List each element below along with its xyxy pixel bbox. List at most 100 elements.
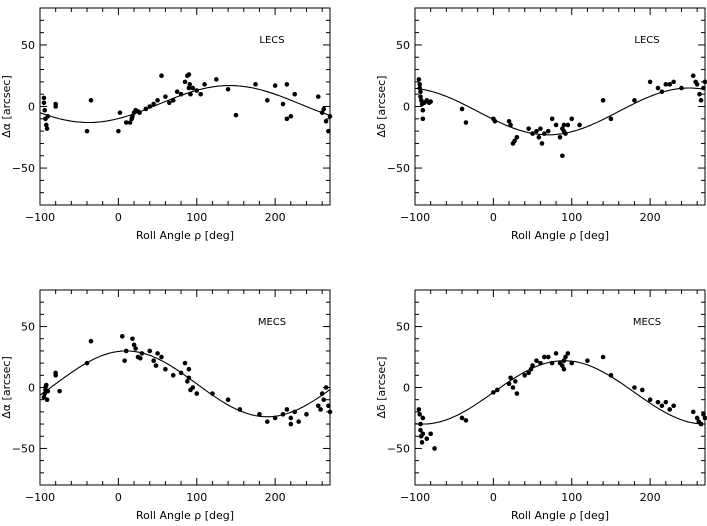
panel-label: LECS: [259, 35, 284, 46]
data-point: [42, 107, 48, 113]
data-point: [186, 375, 192, 381]
data-point: [288, 421, 294, 427]
data-point: [284, 407, 290, 412]
data-point: [659, 403, 665, 409]
data-point: [321, 106, 327, 112]
data-point: [186, 85, 192, 91]
y-tick-label: −50: [387, 162, 410, 175]
data-point: [655, 85, 661, 91]
plot-frame: [414, 289, 706, 486]
data-point: [557, 134, 563, 140]
y-axis-label: Δδ [arcsec]: [375, 76, 388, 138]
data-point: [549, 116, 555, 122]
data-point: [549, 360, 555, 366]
panel-label: MECS: [258, 317, 286, 328]
data-point: [647, 79, 653, 85]
data-point: [53, 370, 58, 376]
data-point: [463, 418, 469, 423]
data-point: [170, 98, 176, 103]
data-point: [561, 358, 567, 363]
data-point: [292, 91, 298, 97]
data-point: [284, 116, 290, 122]
data-point: [147, 104, 153, 109]
data-point: [514, 391, 520, 396]
data-point: [188, 91, 193, 97]
data-point: [560, 363, 565, 368]
data-point: [139, 351, 145, 356]
data-point: [655, 399, 661, 405]
data-point: [163, 94, 168, 99]
data-point: [565, 122, 571, 128]
data-point: [526, 126, 531, 131]
data-point: [534, 128, 539, 134]
data-point: [702, 415, 707, 421]
data-point: [639, 387, 645, 393]
data-point: [272, 83, 278, 88]
x-tick-label: 0: [490, 491, 497, 504]
panel-3: −100 0 100 200 −50 0 50 MECS Roll Angle ρ [deg] Δ…: [0, 289, 333, 522]
y-tick-label: −50: [12, 442, 35, 455]
data-point: [123, 348, 129, 354]
data-point: [122, 358, 127, 363]
data-point: [528, 366, 534, 372]
data-point: [428, 99, 433, 104]
data-point: [186, 366, 192, 372]
data-point: [565, 351, 571, 356]
data-point: [323, 385, 329, 390]
data-point: [561, 122, 567, 128]
data-point: [319, 391, 325, 396]
data-point: [418, 421, 423, 427]
data-point: [190, 385, 196, 390]
data-point: [174, 89, 180, 95]
x-tick-label: −100: [400, 211, 430, 224]
data-point: [530, 131, 535, 136]
data-point: [44, 126, 50, 131]
data-point: [510, 385, 516, 390]
data-point: [419, 440, 425, 445]
data-point: [522, 373, 528, 378]
data-point: [185, 379, 190, 384]
data-point: [327, 409, 333, 415]
data-point: [44, 397, 50, 402]
plot-frame: [39, 7, 331, 206]
x-tick-label: 100: [561, 211, 582, 224]
y-axis-label: Δα [arcsec]: [0, 356, 13, 418]
data-point: [432, 446, 437, 451]
data-point: [237, 407, 243, 412]
data-point: [151, 358, 156, 363]
data-point: [514, 134, 520, 140]
data-point: [563, 354, 568, 360]
data-point: [319, 110, 325, 115]
data-point: [214, 77, 219, 82]
data-point: [416, 77, 422, 82]
data-point: [163, 366, 168, 372]
data-point: [178, 91, 184, 97]
data-point: [315, 94, 321, 99]
y-tick-label: 50: [21, 39, 35, 52]
data-point: [526, 370, 531, 376]
data-point: [194, 88, 200, 93]
data-point: [127, 120, 133, 125]
data-point: [288, 114, 294, 119]
data-point: [151, 101, 156, 107]
data-point: [159, 354, 164, 360]
data-point: [194, 391, 200, 396]
data-point: [264, 419, 270, 424]
data-point: [116, 128, 121, 134]
y-tick-label: −50: [387, 442, 410, 455]
data-point: [53, 104, 58, 109]
data-point: [506, 381, 512, 387]
data-point: [45, 114, 51, 119]
data-point: [492, 118, 498, 124]
data-point: [420, 116, 426, 122]
x-tick-label: 0: [115, 491, 122, 504]
data-point: [88, 98, 94, 103]
data-point: [513, 379, 518, 384]
x-tick-label: 100: [186, 211, 207, 224]
data-point: [671, 403, 676, 409]
data-point: [698, 98, 704, 103]
data-point: [190, 85, 196, 91]
x-tick-label: 200: [265, 211, 286, 224]
data-point: [155, 98, 160, 103]
data-point: [88, 338, 94, 344]
